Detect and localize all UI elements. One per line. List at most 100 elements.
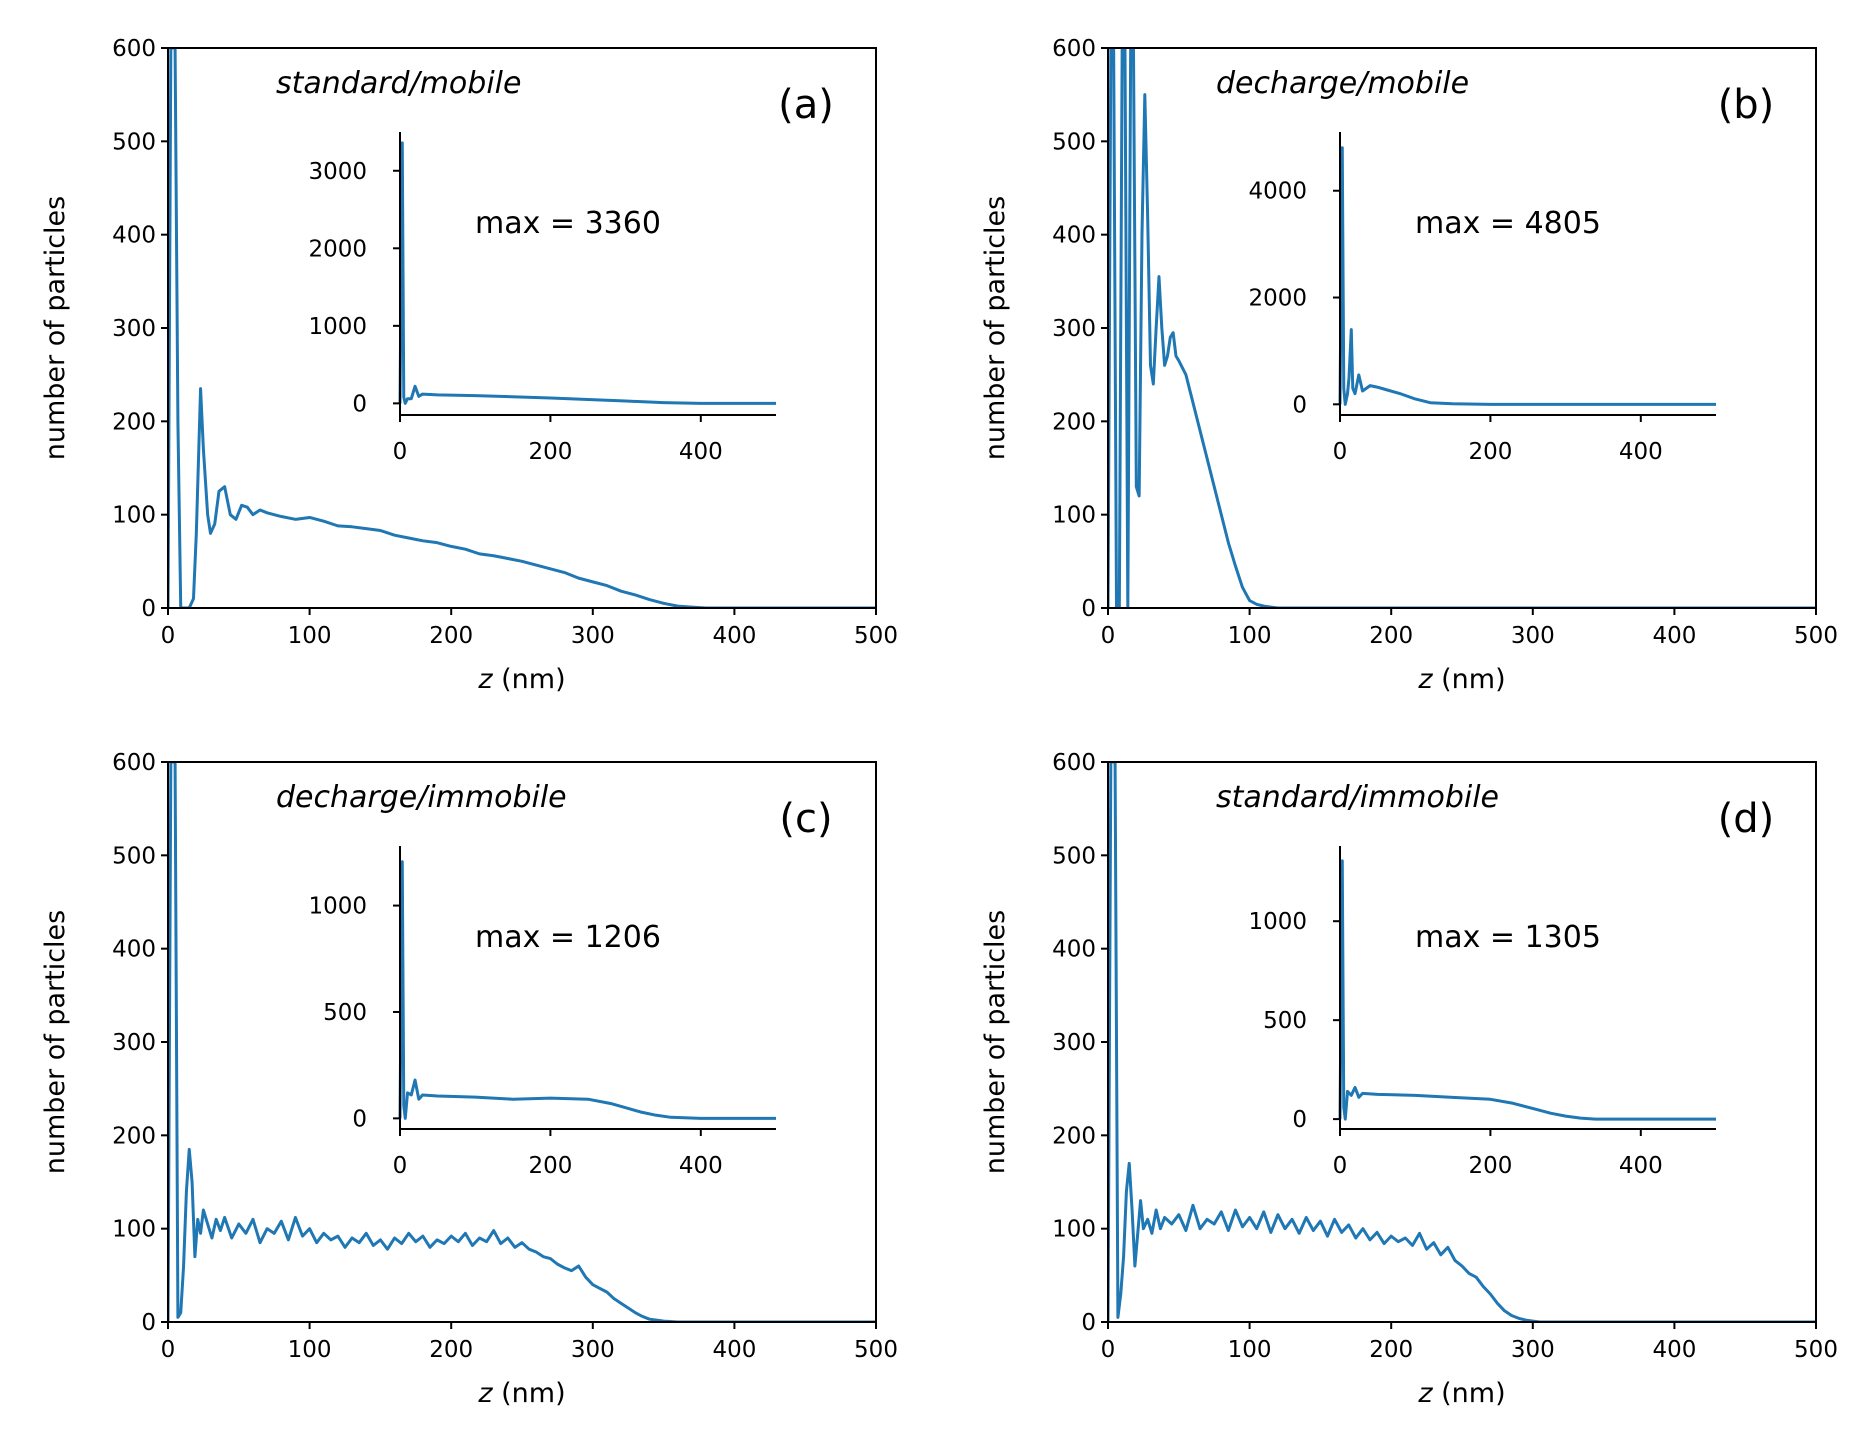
x-tick-label-a-200: 200: [429, 623, 473, 649]
x-axis-var-c: z: [477, 1378, 493, 1409]
x-tick-label-d-0: 0: [1101, 1337, 1116, 1363]
panel-label-a: (a): [778, 82, 834, 128]
x-tick-label-c-100: 100: [288, 1337, 332, 1363]
inset-x-tick-label-b-200: 200: [1468, 439, 1512, 465]
y-tick-label-b-0: 0: [1081, 596, 1096, 622]
x-tick-label-b-0: 0: [1101, 623, 1116, 649]
panel-b: 0 100 200 300 400 500 0 100 200 300 400 500 600 z (nm…: [980, 36, 1838, 695]
inset-y-tick-label-c-1000: 1000: [308, 894, 367, 920]
inset-series-line-c: [398, 860, 776, 1120]
inset-series-line-a: [398, 141, 776, 405]
inset-max-annotation-a: max = 3360: [475, 206, 661, 241]
inset-y-tick-label-a-3000: 3000: [308, 159, 367, 185]
y-tick-label-b-500: 500: [1052, 129, 1096, 155]
y-tick-label-c-500: 500: [112, 843, 156, 869]
x-tick-label-d-300: 300: [1511, 1337, 1555, 1363]
axes-frame-c: [167, 761, 877, 1323]
x-axis-var-a: z: [477, 664, 493, 695]
y-tick-label-d-0: 0: [1081, 1310, 1096, 1336]
inset-x-tick-label-a-400: 400: [679, 439, 723, 465]
x-tick-label-d-500: 500: [1794, 1337, 1838, 1363]
inset-x-tick-label-a-200: 200: [528, 439, 572, 465]
inset-max-annotation-c: max = 1206: [475, 920, 661, 955]
y-tick-label-b-400: 400: [1052, 223, 1096, 249]
inset-y-tick-label-c-0: 0: [352, 1106, 367, 1132]
y-tick-label-a-600: 600: [112, 36, 156, 62]
x-tick-label-c-300: 300: [571, 1337, 615, 1363]
panel-d: 0 100 200 300 400 500 0 100 200 300 400 500 600 z (nm…: [980, 750, 1838, 1409]
y-axis-label-c: number of particles: [40, 910, 71, 1174]
panel-title-c: decharge/immobile: [276, 780, 567, 815]
x-axis-unit-c: (nm): [493, 1378, 566, 1409]
series-line-d: [1108, 762, 1816, 1322]
axes-frame-a: [167, 47, 877, 609]
y-tick-label-d-400: 400: [1052, 937, 1096, 963]
y-tick-label-d-300: 300: [1052, 1030, 1096, 1056]
panel-title-b: decharge/mobile: [1216, 66, 1469, 101]
inset-series-line-b: [1338, 146, 1716, 406]
x-tick-label-d-100: 100: [1228, 1337, 1272, 1363]
inset-y-tick-label-a-2000: 2000: [308, 236, 367, 262]
y-tick-label-a-500: 500: [112, 129, 156, 155]
y-tick-label-c-200: 200: [112, 1123, 156, 1149]
x-axis-unit-b: (nm): [1433, 664, 1506, 695]
y-tick-label-c-400: 400: [112, 937, 156, 963]
panel-label-b: (b): [1718, 82, 1775, 128]
inset-y-tick-label-b-2000: 2000: [1248, 286, 1307, 312]
inset-y-tick-label-d-0: 0: [1292, 1107, 1307, 1133]
x-tick-label-b-300: 300: [1511, 623, 1555, 649]
inset-y-tick-label-c-500: 500: [323, 1000, 367, 1026]
x-tick-label-c-0: 0: [161, 1337, 176, 1363]
inset-x-tick-label-c-400: 400: [679, 1153, 723, 1179]
inset-y-tick-label-a-1000: 1000: [308, 314, 367, 340]
y-tick-label-a-300: 300: [112, 316, 156, 342]
panel-a: 0 100 200 300 400 500 0 100 200 300 400 500 600 z (nm…: [40, 36, 898, 695]
inset-max-annotation-b: max = 4805: [1415, 206, 1601, 241]
inset-x-tick-label-b-0: 0: [1333, 439, 1348, 465]
x-axis-unit-a: (nm): [493, 664, 566, 695]
y-tick-label-c-100: 100: [112, 1217, 156, 1243]
x-tick-label-a-500: 500: [854, 623, 898, 649]
panel-label-c: (c): [779, 796, 832, 842]
inset-c: 0 200 400 0 500 1000 max = 1206: [308, 846, 776, 1179]
inset-a: 0 200 400 0 1000 2000 3000 max = 3360: [308, 132, 776, 465]
x-tick-label-b-200: 200: [1369, 623, 1413, 649]
y-tick-label-d-100: 100: [1052, 1217, 1096, 1243]
series-line-b: [1108, 48, 1816, 608]
inset-max-annotation-d: max = 1305: [1415, 920, 1601, 955]
axes-frame-d: [1107, 761, 1817, 1323]
x-axis-var-d: z: [1417, 1378, 1433, 1409]
inset-x-tick-label-d-200: 200: [1468, 1153, 1512, 1179]
y-tick-label-b-300: 300: [1052, 316, 1096, 342]
inset-y-tick-label-d-1000: 1000: [1248, 909, 1307, 935]
panels-group: 0 100 200 300 400 500 0 100 200 300 400 500 600 z (nm…: [40, 36, 1838, 1409]
y-tick-label-c-0: 0: [141, 1310, 156, 1336]
y-axis-label-b: number of particles: [980, 196, 1011, 460]
panel-c: 0 100 200 300 400 500 0 100 200 300 400 500 600 z (nm…: [40, 750, 898, 1409]
y-tick-label-a-0: 0: [141, 596, 156, 622]
x-axis-label-b: z (nm): [1417, 664, 1505, 695]
y-tick-label-d-500: 500: [1052, 843, 1096, 869]
x-tick-label-c-500: 500: [854, 1337, 898, 1363]
x-tick-label-d-400: 400: [1652, 1337, 1696, 1363]
y-axis-label-a: number of particles: [40, 196, 71, 460]
series-line-a: [168, 48, 876, 608]
panel-title-a: standard/mobile: [276, 66, 521, 101]
y-tick-label-b-100: 100: [1052, 503, 1096, 529]
y-tick-label-a-400: 400: [112, 223, 156, 249]
x-axis-label-c: z (nm): [477, 1378, 565, 1409]
y-tick-label-a-100: 100: [112, 503, 156, 529]
x-tick-label-c-200: 200: [429, 1337, 473, 1363]
axes-frame-b: [1107, 47, 1817, 609]
inset-x-tick-label-d-400: 400: [1619, 1153, 1663, 1179]
inset-x-tick-label-c-200: 200: [528, 1153, 572, 1179]
y-tick-label-c-300: 300: [112, 1030, 156, 1056]
y-tick-label-b-600: 600: [1052, 36, 1096, 62]
x-tick-label-b-500: 500: [1794, 623, 1838, 649]
inset-y-tick-label-d-500: 500: [1263, 1008, 1307, 1034]
x-tick-label-a-100: 100: [288, 623, 332, 649]
inset-d: 0 200 400 0 500 1000 max = 1305: [1248, 846, 1716, 1179]
inset-y-tick-label-a-0: 0: [352, 391, 367, 417]
